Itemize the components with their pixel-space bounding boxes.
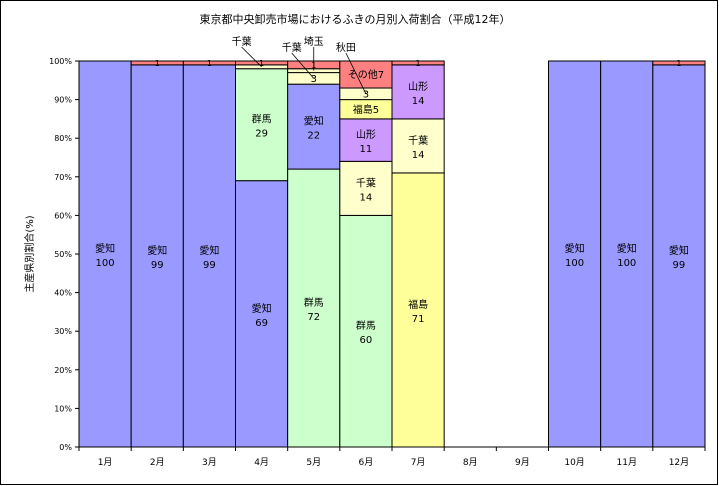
bar-segment: [548, 60, 602, 448]
segment-label: 山形: [356, 129, 376, 141]
x-tick-label: 11月: [617, 457, 637, 468]
chart-title: 東京都中央卸売市場におけるふきの月別入荷割合（平成12年）: [200, 12, 511, 26]
segment-value-label: 1: [259, 59, 264, 68]
bar-segment: [391, 60, 445, 66]
segment-value-label: 72: [307, 312, 320, 323]
callout-label: 埼玉: [304, 35, 324, 48]
segment-value-label: 14: [412, 150, 425, 161]
y-tick-label: 100%: [49, 57, 72, 66]
callout-label: 千葉: [282, 41, 302, 54]
bar-segment: [600, 60, 654, 448]
segment-value-label: 69: [255, 318, 268, 329]
x-tick-label: 3月: [202, 457, 217, 468]
segment-value-label: 1: [416, 59, 421, 68]
segment-value-label: 1: [676, 59, 681, 68]
segment-value-label: 3: [311, 74, 317, 85]
segment-value-label: 14: [412, 96, 425, 107]
bar-segment: [339, 118, 393, 162]
callout-label: 秋田: [336, 41, 356, 54]
segment-value-label: 14: [360, 192, 373, 203]
segment-label: 千葉: [356, 176, 376, 189]
segment-label: 福島: [408, 298, 428, 311]
y-axis-label: 主産県別割合(%): [23, 215, 36, 292]
x-tick-label: 1月: [98, 457, 113, 468]
bar-segment: [339, 214, 393, 448]
x-tick-label: 9月: [515, 457, 530, 468]
axes-layer: 0% 10% 20% 30% 40% 50% 60% 70% 80% 90% 100% 1月 2月 3月 4…: [49, 57, 706, 468]
segment-label: 群馬: [252, 113, 272, 126]
segment-value-label: 22: [307, 131, 320, 142]
x-tick-label: 4月: [254, 457, 269, 468]
segment-label: 愛知: [669, 244, 689, 257]
y-tick-label: 60%: [54, 211, 72, 220]
y-tick-label: 30%: [54, 327, 72, 336]
bar-segment: [78, 60, 132, 448]
y-tick-label: 50%: [54, 250, 72, 259]
x-tick-label: 8月: [463, 457, 478, 468]
segment-label: 愛知: [617, 242, 637, 255]
callout-leader-line: [241, 46, 262, 68]
segment-label: 愛知: [565, 242, 585, 255]
segment-value-label: 1: [207, 59, 212, 68]
bar-segment: [652, 60, 706, 66]
segment-value-label: 100: [617, 258, 636, 269]
segment-label: 千葉: [408, 134, 428, 147]
segment-label: 福島5: [353, 103, 379, 116]
segment-value-label: 3: [363, 89, 369, 100]
callout-leader-line: [345, 52, 367, 94]
y-tick-label: 40%: [54, 289, 72, 298]
segment-value-label: 71: [412, 314, 425, 325]
bar-segment: [130, 64, 184, 448]
segment-label: 愛知: [147, 244, 167, 257]
callout-leader-line: [291, 52, 315, 79]
x-tick-label: 5月: [306, 457, 321, 468]
segment-label: 愛知: [95, 242, 115, 255]
segment-value-label: 100: [565, 258, 584, 269]
callout-label: 千葉: [232, 35, 252, 48]
segment-label: 山形: [408, 81, 428, 93]
y-tick-label: 90%: [54, 96, 72, 105]
segment-label: 愛知: [252, 302, 272, 315]
segment-value-label: 100: [96, 258, 115, 269]
x-tick-label: 10月: [564, 457, 584, 468]
bar-segment: [391, 118, 445, 174]
segment-label: 愛知: [199, 244, 219, 257]
segment-value-label: 99: [673, 260, 686, 271]
bar-segment: [339, 60, 393, 89]
bar-segment: [287, 83, 341, 170]
y-tick-label: 80%: [54, 134, 72, 143]
bar-segment: [235, 68, 289, 182]
segment-value-label: 60: [360, 335, 373, 346]
bar-segment: [391, 172, 445, 448]
segment-labels-layer: 愛知 100 愛知 99 1 愛知 99 1 愛知 69 群馬 29 1 群馬 72 愛知 22 3 1 群馬 60 千葉…: [95, 59, 689, 346]
segment-label: 群馬: [304, 296, 324, 309]
x-tick-label: 12月: [669, 457, 689, 468]
bar-segment: [652, 64, 706, 448]
segment-value-label: 1: [155, 59, 160, 68]
y-tick-label: 20%: [54, 366, 72, 375]
segment-value-label: 99: [151, 260, 164, 271]
y-tick-label: 0%: [59, 443, 72, 452]
segment-label: 群馬: [356, 319, 376, 332]
segment-label: その他7: [348, 68, 384, 81]
bar-segment: [391, 64, 445, 120]
segment-value-label: 99: [203, 260, 216, 271]
y-tick-label: 70%: [54, 173, 72, 182]
bars-layer: [78, 60, 706, 448]
x-tick-label: 6月: [359, 457, 374, 468]
x-tick-label: 7月: [411, 457, 426, 468]
segment-label: 愛知: [304, 115, 324, 128]
segment-value-label: 11: [360, 144, 373, 155]
bar-segment: [235, 180, 289, 448]
x-tick-label: 2月: [150, 457, 165, 468]
segment-value-label: 29: [255, 129, 268, 140]
y-tick-label: 10%: [54, 404, 72, 413]
bar-segment: [287, 168, 341, 448]
